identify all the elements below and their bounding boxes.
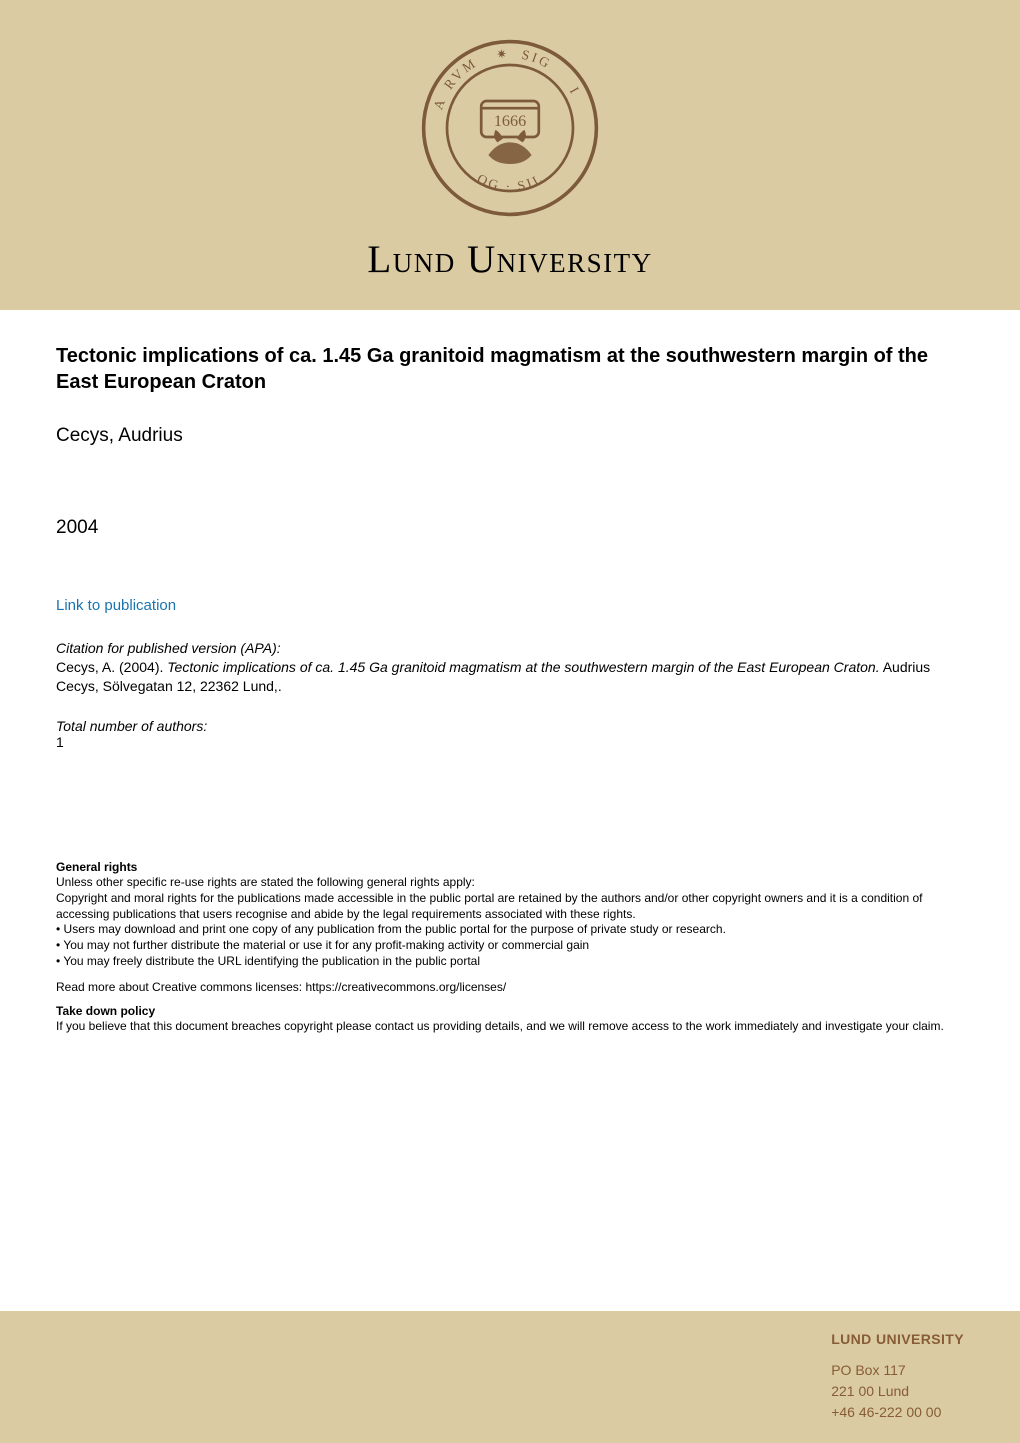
publication-year: 2004 <box>56 517 964 539</box>
main-content: Tectonic implications of ca. 1.45 Ga gra… <box>0 310 1020 1279</box>
banner: A RVM ✷ SIG I OG · SIL 1666 <box>0 0 1020 310</box>
footer-university: LUND UNIVERSITY <box>831 1329 964 1350</box>
footer-line: PO Box 117 <box>831 1360 964 1381</box>
svg-text:RVM: RVM <box>441 55 480 92</box>
svg-text:✷: ✷ <box>496 47 508 62</box>
citation-title-italic: Tectonic implications of ca. 1.45 Ga gra… <box>167 659 879 675</box>
creative-commons-line: Read more about Creative commons license… <box>56 980 964 994</box>
svg-text:A: A <box>430 96 448 112</box>
footer-line: 221 00 Lund <box>831 1381 964 1402</box>
authors-count-heading: Total number of authors: <box>56 718 964 734</box>
svg-text:I: I <box>567 84 583 97</box>
author-name: Cecys, Audrius <box>56 425 964 447</box>
rights-line: Unless other specific re-use rights are … <box>56 875 964 891</box>
rights-line: • Users may download and print one copy … <box>56 922 964 938</box>
footer-address: LUND UNIVERSITY PO Box 117 221 00 Lund +… <box>831 1329 964 1423</box>
rights-line: • You may freely distribute the URL iden… <box>56 954 964 970</box>
university-wordmark: Lund University <box>0 237 1020 282</box>
rights-line: Copyright and moral rights for the publi… <box>56 891 964 923</box>
takedown-heading: Take down policy <box>56 1004 964 1018</box>
link-to-publication[interactable]: Link to publication <box>56 597 964 614</box>
wordmark-text: Lund University <box>367 238 652 281</box>
takedown-body: If you believe that this document breach… <box>56 1019 964 1035</box>
general-rights-body: Unless other specific re-use rights are … <box>56 875 964 970</box>
svg-text:1666: 1666 <box>494 112 526 130</box>
authors-count-value: 1 <box>56 734 964 750</box>
citation-author-year: Cecys, A. (2004). <box>56 659 167 675</box>
university-seal-icon: A RVM ✷ SIG I OG · SIL 1666 <box>420 38 600 218</box>
rights-line: • You may not further distribute the mat… <box>56 938 964 954</box>
citation-body: Cecys, A. (2004). Tectonic implications … <box>56 658 964 696</box>
general-rights-heading: General rights <box>56 860 964 874</box>
footer: LUND UNIVERSITY PO Box 117 221 00 Lund +… <box>0 1311 1020 1443</box>
publication-title: Tectonic implications of ca. 1.45 Ga gra… <box>56 344 964 395</box>
footer-line: +46 46-222 00 00 <box>831 1402 964 1423</box>
svg-text:OG · SIL: OG · SIL <box>475 170 547 194</box>
citation-heading: Citation for published version (APA): <box>56 640 964 656</box>
